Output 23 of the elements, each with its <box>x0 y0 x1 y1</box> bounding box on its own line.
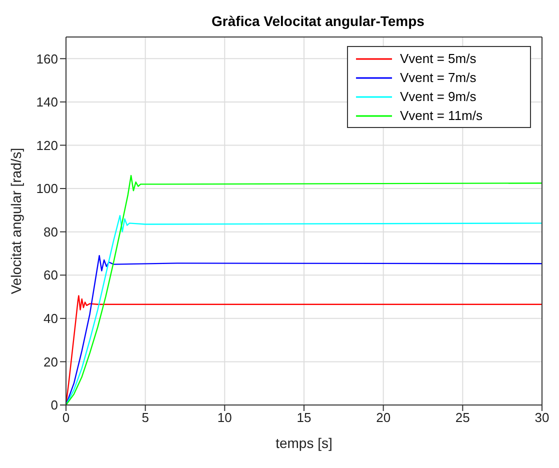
chart-title: Gràfica Velocitat angular-Temps <box>212 13 425 29</box>
y-tick-label: 120 <box>36 138 58 153</box>
x-tick-label: 5 <box>142 410 149 426</box>
legend-label: Vvent = 5m/s <box>400 51 476 66</box>
y-tick-label: 20 <box>44 354 58 370</box>
x-tick-label: 0 <box>62 410 70 426</box>
x-tick-label: 20 <box>376 410 391 426</box>
x-axis-title: temps [s] <box>276 435 332 451</box>
y-tick-label: 40 <box>44 311 58 326</box>
legend-label: Vvent = 9m/s <box>400 89 476 104</box>
y-tick-label: 60 <box>44 268 58 283</box>
y-tick-label: 100 <box>36 181 58 196</box>
x-tick-label: 30 <box>534 410 550 426</box>
legend-label: Vvent = 7m/s <box>400 70 476 85</box>
legend-label: Vvent = 11m/s <box>400 108 482 123</box>
y-tick-label: 160 <box>36 51 58 66</box>
y-tick-label: 80 <box>44 224 58 240</box>
y-axis-title: Velocitat angular [rad/s] <box>8 148 24 294</box>
y-tick-label: 140 <box>36 94 58 110</box>
x-tick-label: 10 <box>217 410 232 426</box>
y-tick-label: 0 <box>50 398 58 413</box>
x-tick-label: 25 <box>455 410 470 426</box>
x-tick-label: 15 <box>296 410 312 426</box>
